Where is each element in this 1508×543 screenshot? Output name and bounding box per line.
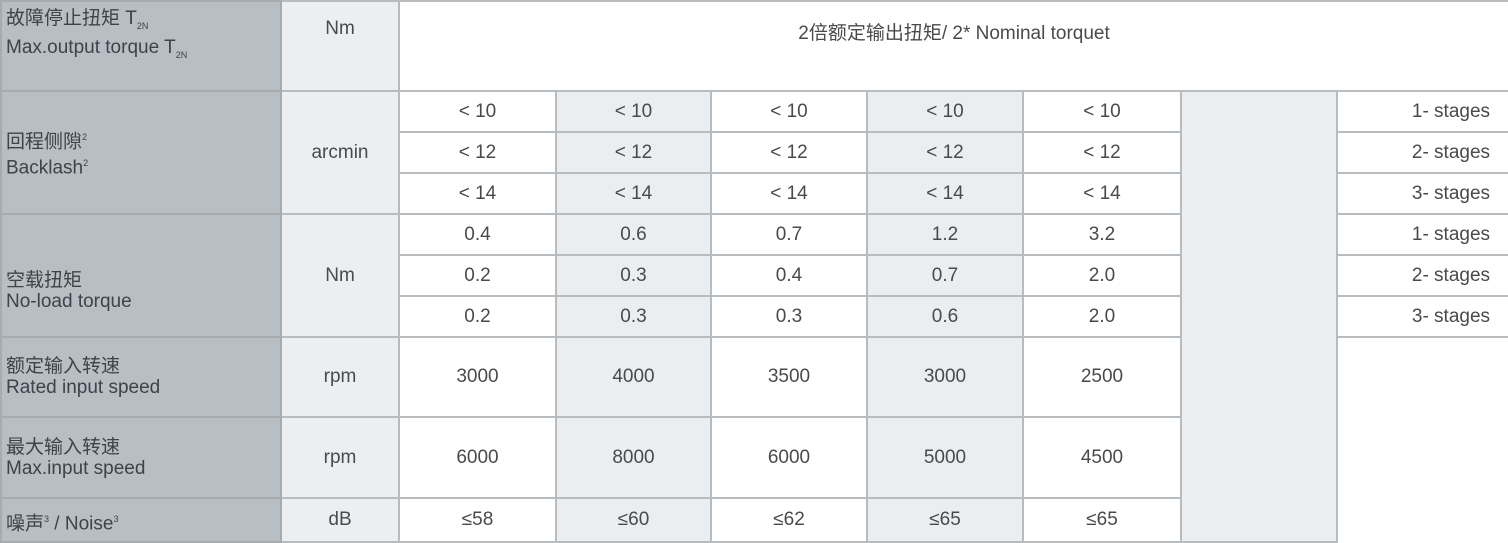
stage-label: 3- stages [1335, 295, 1508, 338]
value-cell: < 14 [710, 172, 868, 215]
value-cell: 4000 [555, 336, 712, 418]
label-noise: 噪声3 / Noise3 [0, 497, 282, 543]
value-cell: ≤58 [398, 497, 557, 543]
value-cell: < 10 [710, 90, 868, 133]
stage-label: 1- stages [1335, 90, 1508, 133]
unit-cell: rpm [280, 416, 400, 499]
value-cell: ≤65 [1022, 497, 1182, 543]
value-cell: 0.2 [398, 295, 557, 338]
row-no-load-3: 0.2 0.3 0.3 0.6 2.0 3- stages [1, 295, 1508, 338]
value-cell: 0.3 [555, 254, 712, 297]
row-max-input-speed: 最大输入转速 Max.input speed rpm 6000 8000 600… [0, 416, 1508, 499]
value-cell: 0.4 [398, 213, 557, 256]
value-cell: 0.7 [710, 213, 868, 256]
value-cell: 0.3 [555, 295, 712, 338]
stage-label: 2- stages [1335, 131, 1508, 174]
value-cell: 2倍额定输出扭矩/ 2* Nominal torquet [397, 0, 1508, 92]
value-cell: < 12 [710, 131, 868, 174]
value-cell: 0.6 [866, 295, 1024, 338]
value-cell: 0.6 [555, 213, 712, 256]
unit-cell: Nm [280, 0, 400, 92]
unit-cell: dB [280, 497, 400, 543]
unit-cell: arcmin [280, 90, 400, 215]
row-backlash-1: 回程侧隙2 Backlash2 arcmin < 10 < 10 < 10 < … [0, 90, 1508, 543]
stage-label: 1- stages [1335, 213, 1508, 256]
value-cell: < 12 [555, 131, 712, 174]
value-cell: 0.2 [398, 254, 557, 297]
value-cell: 6000 [398, 416, 557, 499]
row-rated-input-speed: 额定输入转速 Rated input speed rpm 3000 4000 3… [0, 336, 1508, 542]
value-cell: < 10 [398, 90, 557, 133]
value-cell: 5000 [866, 416, 1024, 499]
unit-cell: rpm [280, 336, 400, 418]
value-cell: 3000 [398, 336, 557, 418]
value-cell: 4500 [1022, 416, 1182, 499]
row-no-load-1: 空载扭矩 No-load torque Nm 0.4 0.6 0.7 1.2 3… [0, 213, 1508, 338]
value-cell: < 14 [555, 172, 712, 215]
label-max-input-speed: 最大输入转速 Max.input speed [0, 416, 282, 499]
value-cell: ≤60 [555, 497, 712, 543]
value-cell: ≤62 [710, 497, 868, 543]
value-cell: 3000 [866, 336, 1024, 418]
value-cell: 3.2 [1022, 213, 1182, 256]
value-cell: 2500 [1022, 336, 1182, 418]
value-cell: < 12 [1022, 131, 1182, 174]
label-backlash: 回程侧隙2 Backlash2 [0, 90, 282, 215]
row-no-load-2: 0.2 0.3 0.4 0.7 2.0 2- stages [1, 254, 1508, 297]
value-cell: < 14 [1022, 172, 1182, 215]
value-cell: 2.0 [1022, 295, 1182, 338]
value-cell: < 10 [1022, 90, 1182, 133]
stage-label: 2- stages [1335, 254, 1508, 297]
value-cell: < 14 [866, 172, 1024, 215]
value-cell: < 12 [866, 131, 1024, 174]
row-max-output-torque: 故障停止扭矩 T2N Max.output torque T2N Nm 2倍额定… [0, 0, 1508, 92]
label-rated-input-speed: 额定输入转速 Rated input speed [0, 336, 282, 418]
empty-column [1180, 90, 1338, 543]
value-cell: 0.4 [710, 254, 868, 297]
value-cell: < 10 [555, 90, 712, 133]
value-cell: 2.0 [1022, 254, 1182, 297]
label-max-output-torque: 故障停止扭矩 T2N Max.output torque T2N [0, 0, 282, 92]
value-cell: ≤65 [866, 497, 1024, 543]
row-noise: 噪声3 / Noise3 dB ≤58 ≤60 ≤62 ≤65 ≤65 [0, 497, 1508, 543]
unit-cell: Nm [280, 213, 400, 338]
value-cell: < 10 [866, 90, 1024, 133]
empty-cell [1335, 336, 1508, 542]
value-cell: < 14 [398, 172, 557, 215]
value-cell: 8000 [555, 416, 712, 499]
row-backlash-2: < 12 < 12 < 12 < 12 < 12 2- stages [1, 131, 1508, 174]
value-cell: < 12 [398, 131, 557, 174]
value-cell: 0.7 [866, 254, 1024, 297]
value-cell: 6000 [710, 416, 868, 499]
label-no-load-torque: 空载扭矩 No-load torque [0, 213, 282, 338]
value-cell: 3500 [710, 336, 868, 418]
value-cell: 0.3 [710, 295, 868, 338]
row-backlash-3: < 14 < 14 < 14 < 14 < 14 3- stages [1, 172, 1508, 215]
value-cell: 1.2 [866, 213, 1024, 256]
stage-label: 3- stages [1335, 172, 1508, 215]
